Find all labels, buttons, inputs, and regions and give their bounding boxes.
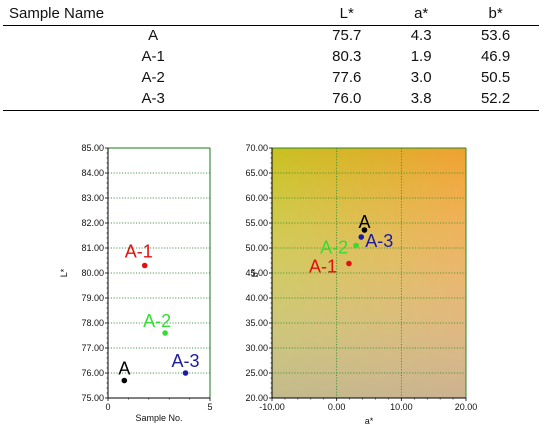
y-tick-label: 84.00 bbox=[81, 168, 104, 178]
header-l: L* bbox=[303, 3, 391, 26]
y-tick-label: 45.00 bbox=[245, 268, 268, 278]
x-tick-label: 0.00 bbox=[328, 402, 346, 412]
data-point bbox=[162, 330, 168, 336]
point-label: A-1 bbox=[309, 257, 337, 277]
cell-l: 76.0 bbox=[303, 89, 391, 111]
cell-l: 75.7 bbox=[332, 27, 362, 44]
y-tick-label: 30.00 bbox=[245, 343, 268, 353]
y-tick-label: 40.00 bbox=[245, 293, 268, 303]
cell-a: 3.0 bbox=[410, 69, 432, 86]
table-row: A 75.7 4.3 53.6 bbox=[3, 26, 539, 48]
y-tick-label: 81.00 bbox=[81, 243, 104, 253]
point-label: A-3 bbox=[365, 231, 393, 251]
data-point bbox=[353, 242, 359, 249]
cell-l: 80.3 bbox=[332, 48, 362, 65]
data-point bbox=[182, 370, 189, 376]
y-tick-label: 55.00 bbox=[245, 218, 268, 228]
y-tick-label: 50.00 bbox=[245, 243, 268, 253]
x-tick-label: 10.00 bbox=[390, 402, 413, 412]
y-tick-label: 77.00 bbox=[81, 343, 104, 353]
lightness-chart: 75.00 76.00 77.00 78.00 79.00 80.00 81.00 82.00… bbox=[59, 143, 213, 423]
y-tick-label: 83.00 bbox=[81, 193, 104, 203]
y-tick-label: 80.00 bbox=[81, 268, 104, 278]
cell-sample-name: A-2 bbox=[141, 69, 165, 86]
x-tick-label: 5 bbox=[207, 402, 212, 412]
plot-background-shade bbox=[272, 148, 466, 398]
table-row: A-1 80.3 1.9 46.9 bbox=[3, 47, 539, 68]
ab-chart: 20.00 25.00 30.00 35.00 40.00 45.00 50.00 55.00… bbox=[245, 143, 477, 426]
y-tick-label: 65.00 bbox=[245, 168, 268, 178]
cell-sample-name: A-3 bbox=[3, 89, 304, 111]
cell-b: 52.2 bbox=[452, 89, 539, 111]
x-axis-title: a* bbox=[365, 416, 374, 426]
table-header-row: Sample Name L* a* b* bbox=[3, 3, 539, 26]
cell-a: 3.8 bbox=[390, 89, 453, 111]
y-tick-label: 78.00 bbox=[81, 318, 104, 328]
y-tick-label: 85.00 bbox=[81, 143, 104, 153]
y-tick-label: 82.00 bbox=[81, 218, 104, 228]
y-tick-label: 79.00 bbox=[81, 293, 104, 303]
data-point bbox=[361, 227, 368, 233]
cell-a: 4.3 bbox=[410, 27, 432, 44]
header-b: b* bbox=[452, 3, 539, 26]
table-row: A-3 76.0 3.8 52.2 bbox=[3, 89, 539, 111]
y-tick-label: 70.00 bbox=[245, 143, 268, 153]
data-point bbox=[141, 262, 148, 269]
y-tick-label: 35.00 bbox=[245, 318, 268, 328]
x-tick-label: -10.00 bbox=[259, 402, 285, 412]
header-a: a* bbox=[390, 3, 453, 26]
data-point bbox=[358, 234, 365, 240]
cell-l: 77.6 bbox=[332, 69, 362, 86]
x-tick-label: 20.00 bbox=[455, 402, 478, 412]
data-point bbox=[346, 260, 352, 267]
y-tick-label: 20.00 bbox=[245, 393, 268, 403]
point-label: A-2 bbox=[320, 238, 348, 258]
point-label: A-2 bbox=[143, 311, 171, 331]
point-label: A-1 bbox=[125, 242, 153, 262]
cell-sample-name: A bbox=[148, 27, 159, 44]
cell-sample-name: A-1 bbox=[141, 48, 165, 65]
cell-a: 1.9 bbox=[410, 48, 432, 65]
data-point bbox=[121, 377, 128, 384]
cell-b: 53.6 bbox=[480, 27, 511, 44]
cell-b: 50.5 bbox=[480, 69, 511, 86]
x-axis-title: Sample No. bbox=[135, 413, 182, 423]
table-row: A-2 77.6 3.0 50.5 bbox=[3, 68, 539, 89]
y-axis-title: L* bbox=[59, 268, 69, 277]
x-tick-label: 0 bbox=[105, 402, 110, 412]
y-tick-label: 75.00 bbox=[81, 393, 104, 403]
cell-b: 46.9 bbox=[480, 48, 511, 65]
y-tick-label: 25.00 bbox=[245, 368, 268, 378]
point-label: A bbox=[358, 212, 370, 232]
point-label: A bbox=[118, 359, 130, 379]
y-axis-title: b* bbox=[250, 268, 260, 277]
header-sample-name: Sample Name bbox=[3, 3, 304, 26]
data-table: Sample Name L* a* b* A 75.7 4.3 53.6 A-1… bbox=[3, 3, 539, 111]
point-label: A-3 bbox=[172, 351, 200, 371]
y-tick-label: 60.00 bbox=[245, 193, 268, 203]
y-tick-label: 76.00 bbox=[81, 368, 104, 378]
